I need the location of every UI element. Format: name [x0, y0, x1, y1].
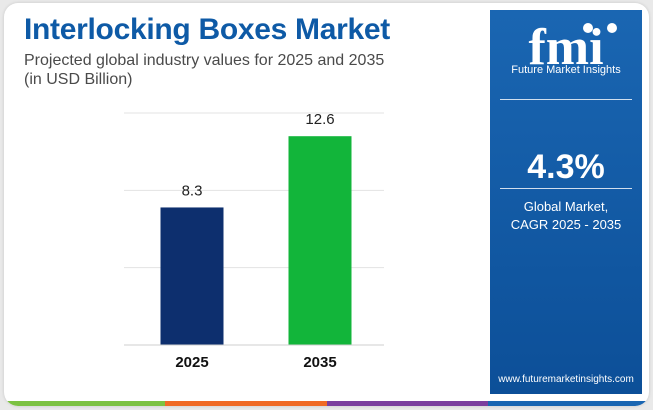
- cagr-panel: fmi Future Market Insights 4.3% Global M…: [490, 10, 642, 394]
- chart-title: Interlocking Boxes Market: [24, 13, 390, 46]
- subtitle-line-2: (in USD Billion): [24, 71, 133, 88]
- cagr-label-line-1: Global Market,: [523, 199, 609, 214]
- subtitle-line-1: Projected global industry values for 202…: [24, 52, 385, 69]
- data-label: 8.3: [182, 182, 203, 199]
- bar: [288, 136, 352, 345]
- website-link[interactable]: www.futuremarketinsights.com: [498, 374, 634, 385]
- cagr-label: Global Market, CAGR 2025 - 2035: [490, 198, 642, 234]
- divider: [500, 188, 632, 189]
- infographic-card: Interlocking Boxes Market Projected glob…: [4, 3, 649, 406]
- divider: [500, 99, 632, 100]
- stripe-blue: [487, 401, 649, 406]
- bottom-color-stripe: [4, 401, 649, 406]
- cagr-label-line-2: CAGR 2025 - 2035: [510, 217, 622, 232]
- stripe-green: [4, 401, 166, 406]
- x-tick-label: 2035: [303, 354, 336, 371]
- logo-dot-icon: [607, 23, 617, 33]
- stripe-purple: [326, 401, 488, 406]
- x-tick-label: 2025: [175, 354, 208, 371]
- fmi-logo-icon: fmi: [528, 19, 617, 76]
- data-label: 12.6: [305, 111, 334, 128]
- bar: [160, 207, 224, 345]
- brand-name: Future Market Insights: [511, 64, 621, 76]
- bar-chart: 8.3 2025 12.6 2035: [124, 111, 384, 371]
- stripe-orange: [165, 401, 327, 406]
- chart-subtitle: Projected global industry values for 202…: [24, 51, 384, 89]
- cagr-value: 4.3%: [527, 148, 605, 186]
- logo-dot-icon: [583, 23, 593, 33]
